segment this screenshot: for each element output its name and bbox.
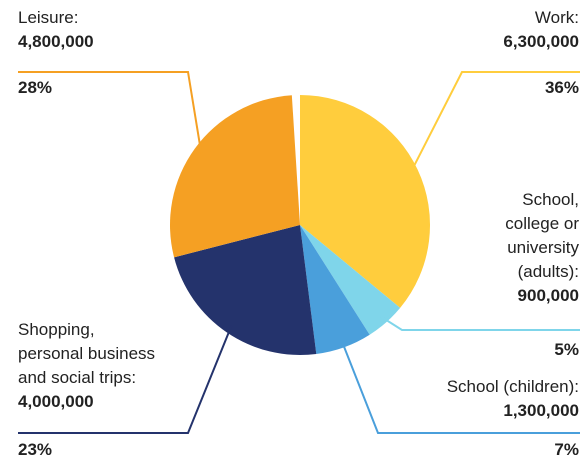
label-adult-education-line-4: (adults): <box>517 262 579 281</box>
label-leisure-value: 4,800,000 <box>18 32 94 51</box>
label-adult-education-line-3: university <box>507 238 579 257</box>
label-adult-education: School, college or university (adults): … <box>505 188 579 308</box>
leader-line-school-children <box>340 339 580 434</box>
label-leisure: Leisure: 4,800,000 <box>18 6 94 54</box>
label-school-children: School (children): 1,300,000 <box>447 375 579 423</box>
label-shopping-percent: 23% <box>18 440 53 459</box>
label-shopping-line-2: personal business <box>18 344 156 363</box>
label-leisure-percent: 28% <box>18 78 53 97</box>
label-school-children-value: 1,300,000 <box>503 401 579 420</box>
label-adult-education-line-2: college or <box>505 214 579 233</box>
label-adult-education-value: 900,000 <box>517 286 579 305</box>
pie-slice-leisure <box>169 95 300 258</box>
label-school-children-name: School (children): <box>446 377 579 396</box>
leader-line-adult-education <box>380 315 580 331</box>
leader-line-leisure <box>18 71 203 154</box>
leader-line-work <box>409 71 580 174</box>
leader-line-shopping <box>18 325 233 434</box>
label-leisure-name: Leisure: <box>18 8 79 27</box>
label-shopping-value: 4,000,000 <box>18 392 94 411</box>
label-work-value: 6,300,000 <box>503 32 579 51</box>
pie-slice-adult-education <box>300 225 401 335</box>
label-work: Work: 6,300,000 <box>503 6 579 54</box>
label-adult-education-line-1: School, <box>522 190 579 209</box>
label-work-name: Work: <box>534 8 579 27</box>
label-school-children-percent: 7% <box>554 440 579 459</box>
label-shopping-line-3: and social trips: <box>18 368 137 387</box>
label-shopping: Shopping, personal business and social t… <box>18 318 155 414</box>
label-adult-education-percent: 5% <box>554 340 579 359</box>
pie-slice-school-children <box>300 225 370 354</box>
pie-slice-work <box>300 95 431 308</box>
pie-slice-shopping <box>174 225 317 355</box>
label-work-percent: 36% <box>544 78 579 97</box>
label-shopping-line-1: Shopping, <box>18 320 95 339</box>
